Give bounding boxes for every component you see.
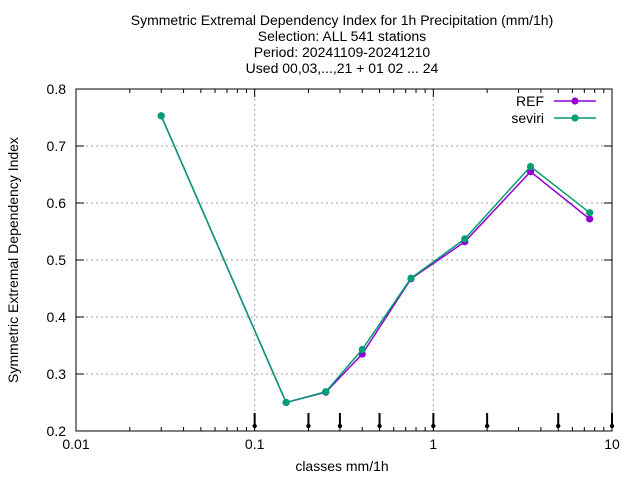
series-lines [157,112,594,407]
threshold-markers [252,413,615,429]
data-point-seviri [526,162,535,171]
y-tick-label: 0.5 [47,252,67,268]
legend-marker-seviri [571,114,579,122]
threshold-marker-dot [377,423,382,429]
y-tick-label: 0.7 [47,138,67,154]
x-tick-label: 0.01 [62,436,89,452]
threshold-marker-dot [337,423,343,429]
title-line-1: Symmetric Extremal Dependency Index for … [131,12,554,28]
threshold-marker-dot [484,423,490,429]
data-point-seviri [358,345,366,354]
y-axis-title: Symmetric Extremal Dependency Index [5,137,21,383]
threshold-marker-dot [252,423,257,429]
series-line-REF [160,115,591,404]
chart-title: Symmetric Extremal Dependency Index for … [131,12,554,76]
axes: 0.2 0.3 0.4 0.5 0.6 0.7 0.8 0.01 0.1 1 10 [47,81,620,452]
y-tick-label: 0.6 [47,195,67,211]
x-axis-title: classes mm/1h [295,458,388,474]
grid [76,89,612,431]
data-point-seviri [586,209,594,217]
legend-label-seviri: seviri [511,110,544,126]
y-tick-label: 0.2 [47,423,67,439]
y-tick-label: 0.3 [47,366,67,382]
data-point-seviri [322,388,330,396]
x-tick-label: 1 [429,436,437,452]
x-tick-label: 0.1 [245,436,265,452]
data-point-REF [586,215,594,223]
y-tick-label: 0.4 [47,309,67,325]
data-point-REF [526,168,535,176]
data-point-seviri [157,112,165,120]
legend-label-REF: REF [516,93,544,109]
threshold-marker-dot [556,423,561,429]
threshold-marker-dot [306,423,311,429]
x-tick-label: 10 [604,436,620,452]
y-tick-label: 0.8 [47,81,67,97]
title-line-3: Period: 20241109-20241210 [254,44,431,60]
title-line-4: Used 00,03,...,21 + 01 02 ... 24 [246,60,439,76]
legend-marker-REF [571,97,579,105]
threshold-marker-dot [431,423,436,429]
data-point-seviri [407,274,415,282]
data-point-seviri [282,398,290,407]
series-line-seviri [160,115,591,404]
plot-frame [75,88,613,432]
data-point-seviri [461,235,469,243]
title-line-2: Selection: ALL 541 stations [258,28,426,44]
